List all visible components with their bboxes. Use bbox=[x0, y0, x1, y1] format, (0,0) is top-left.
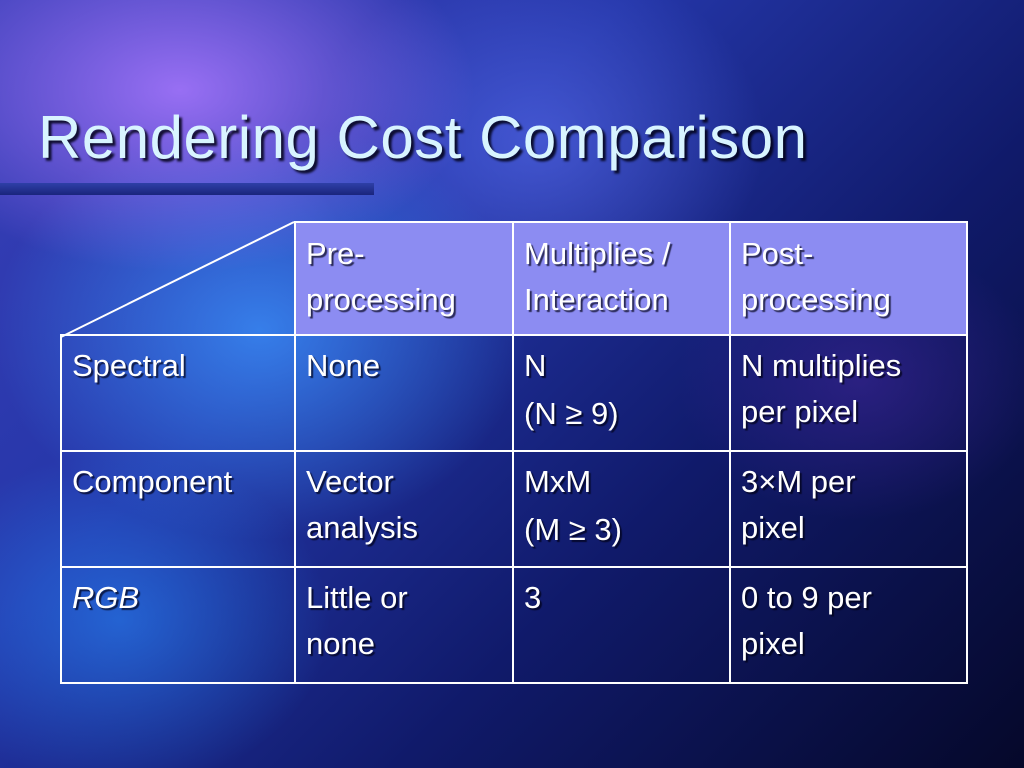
row-label-text: Component bbox=[72, 464, 233, 499]
table-row-component: Component Vector analysis MxM (M ≥ 3) 3×… bbox=[60, 450, 968, 568]
cell-text: 3×M per bbox=[741, 464, 856, 499]
column-header-line: processing bbox=[306, 282, 456, 317]
row-label-text: RGB bbox=[72, 580, 140, 615]
cell-text: Little or bbox=[306, 580, 408, 615]
cell-rgb-multiplies: 3 bbox=[512, 566, 731, 684]
row-label-rgb: RGB bbox=[60, 566, 296, 684]
cell-text: per pixel bbox=[741, 394, 859, 429]
table-row-spectral: Spectral None N (N ≥ 9) N multiplies per… bbox=[60, 334, 968, 452]
cell-text: Vector bbox=[306, 464, 394, 499]
cost-comparison-table: Pre- processing Multiplies / Interaction… bbox=[60, 221, 968, 684]
cell-text: none bbox=[306, 626, 375, 661]
table-row-rgb: RGB Little or none 3 0 to 9 per pixel bbox=[60, 566, 968, 684]
cell-text: (N ≥ 9) bbox=[524, 396, 619, 431]
cell-text: pixel bbox=[741, 626, 805, 661]
cost-comparison-table-container: Pre- processing Multiplies / Interaction… bbox=[60, 221, 968, 684]
cell-text: N bbox=[524, 348, 547, 383]
cell-spectral-multiplies: N (N ≥ 9) bbox=[512, 334, 731, 452]
row-label-component: Component bbox=[60, 450, 296, 568]
table-corner-cell bbox=[61, 222, 296, 336]
table-header-row: Pre- processing Multiplies / Interaction… bbox=[61, 221, 968, 336]
cell-component-multiplies: MxM (M ≥ 3) bbox=[512, 450, 731, 568]
slide-title: Rendering Cost Comparison bbox=[38, 104, 808, 171]
cell-text: analysis bbox=[306, 510, 418, 545]
cell-text: 3 bbox=[524, 580, 542, 615]
column-header-multiplies: Multiplies / Interaction bbox=[512, 221, 731, 336]
cell-text: (M ≥ 3) bbox=[524, 512, 622, 547]
cell-spectral-postprocessing: N multiplies per pixel bbox=[729, 334, 968, 452]
row-label-text: Spectral bbox=[72, 348, 186, 383]
cell-component-postprocessing: 3×M per pixel bbox=[729, 450, 968, 568]
column-header-preprocessing: Pre- processing bbox=[294, 221, 514, 336]
column-header-postprocessing: Post- processing bbox=[729, 221, 968, 336]
cell-rgb-preprocessing: Little or none bbox=[294, 566, 514, 684]
column-header-line: Interaction bbox=[524, 282, 669, 317]
title-underline-bar bbox=[0, 183, 374, 195]
column-header-line: Multiplies / bbox=[524, 236, 671, 271]
column-header-line: processing bbox=[741, 282, 891, 317]
cell-text: 0 to 9 per bbox=[741, 580, 872, 615]
cell-spectral-preprocessing: None bbox=[294, 334, 514, 452]
cell-component-preprocessing: Vector analysis bbox=[294, 450, 514, 568]
cell-text: N multiplies bbox=[741, 348, 902, 383]
row-label-spectral: Spectral bbox=[60, 334, 296, 452]
column-header-line: Post- bbox=[741, 236, 814, 271]
cell-text: None bbox=[306, 348, 381, 383]
cell-text: MxM bbox=[524, 464, 592, 499]
cell-rgb-postprocessing: 0 to 9 per pixel bbox=[729, 566, 968, 684]
column-header-line: Pre- bbox=[306, 236, 365, 271]
cell-text: pixel bbox=[741, 510, 805, 545]
